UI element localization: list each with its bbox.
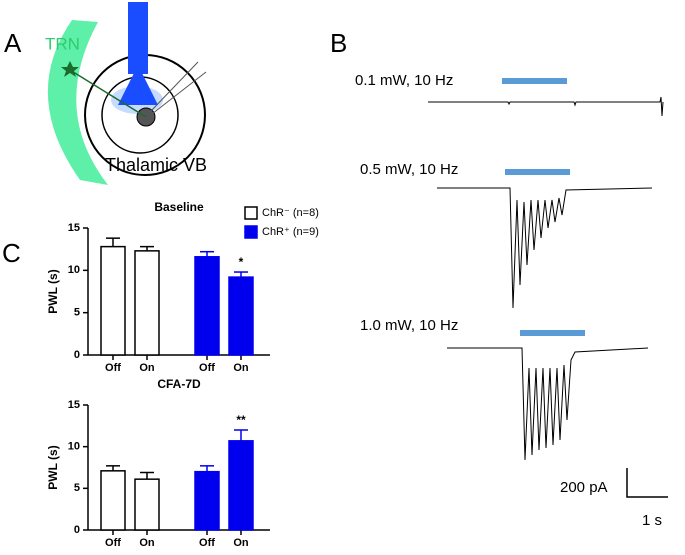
legend-label: ChR⁺ (n=9)	[262, 226, 319, 238]
panel-label: C	[2, 238, 21, 268]
significance: **	[236, 413, 246, 427]
panel-label: B	[330, 28, 347, 58]
x-tick-label: Off	[199, 537, 215, 549]
x-tick-label: Off	[199, 362, 215, 374]
optic-fiber	[128, 2, 148, 74]
legend-swatch	[244, 206, 258, 220]
bar	[134, 250, 160, 356]
scale-bar	[626, 468, 668, 498]
legend-label: ChR⁻ (n=8)	[262, 207, 319, 219]
y-tick-label: 5	[74, 482, 80, 494]
y-tick-label: 10	[68, 264, 80, 276]
light-cone	[118, 65, 158, 105]
condition-label: 1.0 mW, 10 Hz	[360, 317, 458, 334]
y-axis-label: PWL (s)	[46, 445, 60, 489]
x-tick-label: On	[233, 362, 249, 374]
bar	[100, 245, 126, 356]
trace	[447, 347, 649, 461]
legend-swatch	[244, 225, 258, 239]
bar	[194, 470, 220, 531]
x-tick-label: Off	[105, 537, 121, 549]
bar	[228, 276, 254, 356]
x-tick-label: Off	[105, 362, 121, 374]
region-label: TRN	[45, 34, 80, 53]
trn-neuron	[61, 61, 79, 77]
significance: *	[239, 255, 244, 269]
scale-label: 200 pA	[560, 479, 608, 496]
y-tick-label: 0	[74, 524, 80, 536]
light-pulse	[520, 330, 585, 336]
chart-title: Baseline	[154, 200, 204, 214]
bar	[100, 470, 126, 531]
trace	[428, 96, 664, 117]
y-axis-label: PWL (s)	[46, 269, 60, 313]
light-pulse	[502, 78, 567, 84]
bar	[194, 256, 220, 356]
x-tick-label: On	[233, 537, 249, 549]
condition-label: 0.5 mW, 10 Hz	[360, 161, 458, 178]
y-tick-label: 10	[68, 441, 80, 453]
y-tick-label: 0	[74, 349, 80, 361]
x-tick-label: On	[139, 362, 155, 374]
y-tick-label: 15	[68, 399, 80, 411]
scale-label: 1 s	[642, 512, 662, 529]
panel-label: A	[4, 28, 22, 58]
condition-label: 0.1 mW, 10 Hz	[355, 72, 453, 89]
x-tick-label: On	[139, 537, 155, 549]
projection	[69, 69, 147, 118]
electrode	[151, 71, 207, 115]
region-label: Thalamic VB	[105, 155, 207, 175]
bar	[228, 440, 254, 531]
trn-region	[47, 20, 108, 185]
trace	[437, 187, 653, 309]
chart-title: CFA-7D	[157, 377, 201, 391]
y-tick-label: 5	[74, 307, 80, 319]
light-pulse	[505, 169, 570, 175]
bar	[134, 478, 160, 531]
y-tick-label: 15	[68, 222, 80, 234]
electrode	[149, 61, 199, 113]
